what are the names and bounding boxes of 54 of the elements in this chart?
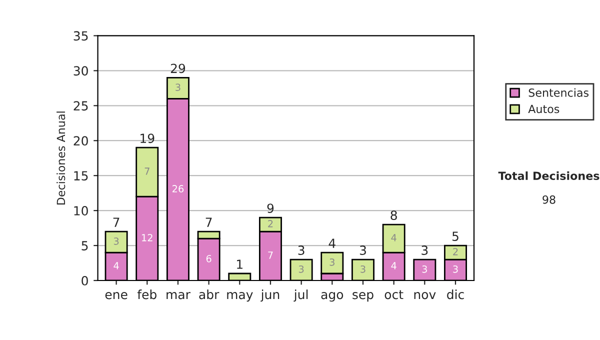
x-tick-label: feb [137, 290, 156, 300]
x-tick-label: sep [352, 292, 374, 302]
y-tick-label: 20 [74, 136, 88, 146]
total-label: 29 [170, 64, 186, 74]
x-tick-label: nov [414, 292, 436, 300]
y-tick-label: 25 [74, 101, 88, 111]
total-label: 8 [390, 210, 397, 220]
y-tick-label: 15 [74, 171, 88, 181]
total-label: 3 [422, 246, 428, 255]
data-label: 3 [298, 265, 304, 273]
total-label: 7 [113, 218, 120, 227]
x-tick-label: jun [260, 290, 280, 302]
legend-label: Sentencias [528, 88, 589, 97]
data-label: 7 [144, 168, 150, 175]
y-tick-label: 0 [82, 276, 88, 286]
data-label: 4 [391, 262, 396, 270]
y-axis-title: Decisiones Anual [56, 112, 66, 205]
text: 98 [542, 195, 556, 204]
data-label: 3 [114, 238, 119, 245]
y-tick-label: 10 [74, 206, 88, 216]
total-label: 4 [328, 238, 336, 248]
total-label: 3 [360, 246, 366, 255]
data-label: 12 [142, 234, 152, 242]
data-label: 3 [360, 265, 366, 273]
data-label: 26 [172, 185, 184, 192]
total-label: 19 [140, 134, 154, 144]
x-tick-label: may [227, 292, 253, 302]
data-label: 6 [206, 254, 212, 262]
data-label: 3 [176, 84, 180, 91]
total-label: 7 [206, 218, 212, 227]
y-tick-label: 35 [74, 31, 88, 41]
total-label: 3 [298, 246, 304, 255]
data-label: 4 [391, 234, 396, 242]
total-label: 9 [267, 204, 274, 214]
x-tick-label: ago [321, 292, 344, 302]
x-tick-label: abr [199, 290, 220, 300]
data-label: 3 [422, 265, 427, 273]
text: Total Decisiones [498, 171, 600, 180]
data-label: 2 [268, 220, 273, 228]
y-tick-label: 30 [74, 66, 88, 76]
x-tick-label: ene [105, 292, 128, 300]
data-label: 7 [268, 252, 273, 259]
y-tick-label: 5 [82, 241, 88, 250]
legend-label: Autos [528, 104, 560, 114]
data-label: 4 [114, 262, 119, 270]
x-tick-label: mar [166, 292, 190, 300]
total-label: 5 [452, 232, 458, 242]
total-label: 1 [237, 260, 242, 269]
data-label: 2 [453, 248, 458, 256]
data-label: 3 [453, 265, 458, 273]
data-label: 3 [330, 258, 334, 266]
x-tick-label: jul [294, 290, 308, 302]
x-tick-label: dic [447, 290, 464, 300]
x-tick-label: oct [384, 290, 404, 300]
